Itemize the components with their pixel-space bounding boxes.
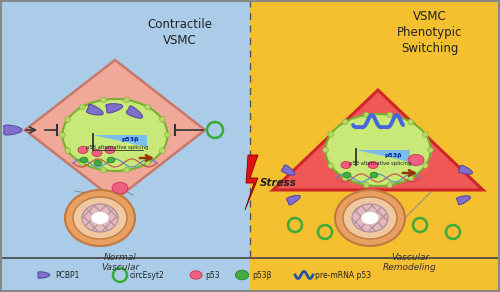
Ellipse shape [361,211,379,225]
Text: p53 alternative splicing: p53 alternative splicing [86,145,148,150]
Polygon shape [38,272,50,278]
Circle shape [124,97,130,103]
Polygon shape [4,125,22,135]
Circle shape [408,175,414,181]
Circle shape [60,132,66,138]
Circle shape [408,119,414,125]
Circle shape [124,167,130,173]
Ellipse shape [107,157,115,163]
Bar [250,0,500,258]
Polygon shape [273,90,483,190]
Text: Normal
Vascular: Normal Vascular [101,253,139,272]
Circle shape [80,160,85,166]
Text: VSMC
Phenotypic
Switching: VSMC Phenotypic Switching [398,10,462,55]
Circle shape [422,163,428,168]
Circle shape [328,132,334,137]
Circle shape [80,104,85,110]
Polygon shape [458,165,472,174]
Ellipse shape [91,211,109,225]
Text: Stress: Stress [260,178,297,188]
Ellipse shape [65,190,135,246]
Polygon shape [282,165,295,175]
Ellipse shape [62,99,168,171]
Text: p53β: p53β [122,138,139,142]
Ellipse shape [368,161,378,168]
Ellipse shape [78,147,88,154]
Text: pre-mRNA p53: pre-mRNA p53 [315,270,371,279]
Text: Contractile
VSMC: Contractile VSMC [148,18,212,47]
Bar [250,258,500,292]
Text: circEsyt2: circEsyt2 [130,270,165,279]
Circle shape [322,147,328,153]
Ellipse shape [82,204,118,232]
Text: p53β: p53β [252,270,272,279]
Bar [0,0,250,258]
Ellipse shape [335,190,405,246]
Ellipse shape [73,197,127,239]
Bar [0,258,250,292]
Text: PCBP1: PCBP1 [55,270,80,279]
Polygon shape [356,150,410,162]
Polygon shape [93,135,147,147]
Ellipse shape [370,172,378,178]
Circle shape [145,104,150,110]
Polygon shape [126,106,142,118]
Ellipse shape [80,157,88,163]
Circle shape [65,117,70,122]
Circle shape [100,167,106,173]
Ellipse shape [343,197,397,239]
Ellipse shape [326,114,430,186]
Circle shape [364,112,369,118]
Ellipse shape [343,172,351,178]
Ellipse shape [190,271,202,279]
Circle shape [328,163,334,168]
Ellipse shape [112,182,128,194]
Circle shape [387,182,392,188]
Circle shape [100,97,106,103]
Text: p53β: p53β [384,152,402,157]
Polygon shape [106,104,122,113]
Circle shape [342,119,348,125]
Ellipse shape [105,147,115,154]
Polygon shape [245,155,258,210]
Circle shape [364,182,369,188]
Ellipse shape [408,154,424,166]
Polygon shape [286,195,300,205]
Circle shape [164,132,170,138]
Text: p53 alternative splicing: p53 alternative splicing [349,161,411,166]
Polygon shape [25,60,205,200]
Text: Vascular
Remodeling: Vascular Remodeling [383,253,437,272]
Ellipse shape [341,161,351,168]
Polygon shape [456,196,470,205]
Circle shape [387,112,392,118]
Circle shape [422,132,428,137]
Ellipse shape [352,204,388,232]
Ellipse shape [94,160,102,166]
Circle shape [342,175,348,181]
Circle shape [145,160,150,166]
Circle shape [65,148,70,153]
Ellipse shape [92,150,102,157]
Polygon shape [86,104,103,115]
Circle shape [160,117,165,122]
Circle shape [160,148,165,153]
Ellipse shape [236,270,248,280]
Circle shape [428,147,434,153]
Text: p53: p53 [205,270,220,279]
